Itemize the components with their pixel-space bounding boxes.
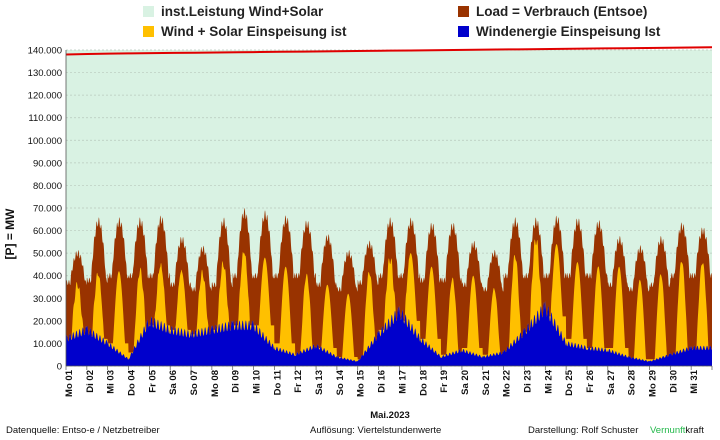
y-tick-label: 70.000: [33, 204, 62, 215]
x-tick-label: Di 30: [668, 370, 679, 393]
x-tick-label: So 14: [335, 369, 346, 395]
chart-area: 0 10.000 20.000 30.000 40.000 50.000 60.000 70.…: [3, 46, 713, 421]
legend-item-installed: inst.Leistung Wind+Solar: [143, 4, 323, 19]
installed-capacity-line: [65, 46, 713, 56]
legend-label-windsolar: Wind + Solar Einspeisung ist: [161, 24, 347, 39]
x-tick-label: Mi 03: [106, 370, 117, 394]
x-tick-label: Fr 12: [293, 370, 304, 393]
legend-swatch-load: [458, 6, 469, 17]
y-tick-label: 10.000: [33, 339, 62, 350]
y-tick-label: 90.000: [33, 158, 62, 169]
y-tick-label: 60.000: [33, 226, 62, 237]
x-axis-label: Mai.2023: [370, 410, 410, 421]
x-tick-label: Mi 10: [252, 370, 263, 394]
x-tick-label: Do 25: [564, 369, 575, 396]
x-tick-label: Mi 17: [397, 370, 408, 394]
x-tick-label: Sa 27: [606, 370, 617, 395]
y-tick-label: 40.000: [33, 271, 62, 282]
footer-brand: Vernunftkraft: [650, 425, 704, 436]
x-tick-label: Sa 06: [168, 370, 179, 395]
y-tick-label: 30.000: [33, 294, 62, 305]
y-tick-label: 110.000: [28, 113, 62, 124]
x-axis-ticks: Mo 01 Di 02 Mi 03 Do 04 Fr 05 Sa 06 So 07 Mo 08…: [64, 366, 713, 397]
x-tick-label: Di 02: [85, 370, 96, 393]
y-tick-label: 80.000: [33, 181, 62, 192]
x-tick-label: Do 11: [272, 369, 283, 395]
legend-label-installed: inst.Leistung Wind+Solar: [161, 4, 324, 19]
x-tick-label: Fr 26: [585, 370, 596, 393]
y-tick-label: 100.000: [28, 136, 62, 147]
legend-item-windsolar: Wind + Solar Einspeisung ist: [143, 24, 347, 39]
legend-swatch-installed: [143, 6, 154, 17]
x-tick-label: Mi 24: [543, 369, 554, 393]
y-tick-label: 20.000: [33, 316, 62, 327]
x-tick-label: So 07: [189, 370, 200, 395]
x-tick-label: Di 23: [522, 370, 533, 393]
footer-source: Datenquelle: Entso-e / Netzbetreiber: [6, 425, 160, 436]
y-tick-label: 120.000: [28, 91, 62, 102]
legend-item-load: Load = Verbrauch (Entsoe): [458, 4, 647, 19]
x-tick-label: So 21: [481, 369, 492, 395]
x-tick-label: Mo 22: [502, 370, 513, 397]
x-tick-label: Do 04: [127, 369, 138, 396]
x-tick-label: Di 16: [377, 370, 388, 393]
x-tick-label: Sa 13: [314, 370, 325, 395]
x-tick-label: Sa 20: [460, 370, 471, 395]
legend-swatch-wind: [458, 26, 469, 37]
x-tick-label: So 28: [627, 370, 638, 395]
legend-item-wind: Windenergie Einspeisung Ist: [458, 24, 660, 39]
y-tick-label: 130.000: [28, 68, 62, 79]
x-tick-label: Di 09: [231, 370, 242, 393]
x-tick-label: Mo 15: [356, 369, 367, 397]
brand-green: Vernunft: [650, 425, 686, 436]
x-tick-label: Fr 19: [439, 370, 450, 393]
wind-area: [66, 300, 712, 366]
legend-swatch-windsolar: [143, 26, 154, 37]
y-tick-label: 50.000: [33, 249, 62, 260]
x-tick-label: Mo 29: [647, 370, 658, 397]
y-tick-label: 0: [57, 362, 62, 373]
x-tick-label: Mi 31: [689, 369, 700, 393]
x-tick-label: Mo 08: [210, 370, 221, 397]
footer-author: Darstellung: Rolf Schuster: [528, 425, 639, 436]
x-tick-label: Mo 01: [64, 369, 75, 397]
y-axis-ticks: 0 10.000 20.000 30.000 40.000 50.000 60.000 70.…: [28, 46, 62, 373]
brand-rest: kraft: [685, 425, 704, 436]
x-tick-label: Fr 05: [147, 369, 158, 392]
footer-resolution: Auflösung: Viertelstundenwerte: [310, 425, 442, 436]
legend: inst.Leistung Wind+Solar Load = Verbrauc…: [0, 0, 720, 44]
legend-label-load: Load = Verbrauch (Entsoe): [476, 4, 648, 19]
y-axis-label: [P] = MW: [3, 208, 17, 260]
y-tick-label: 140.000: [28, 46, 62, 57]
legend-label-wind: Windenergie Einspeisung Ist: [476, 24, 661, 39]
x-tick-label: Do 18: [418, 370, 429, 396]
